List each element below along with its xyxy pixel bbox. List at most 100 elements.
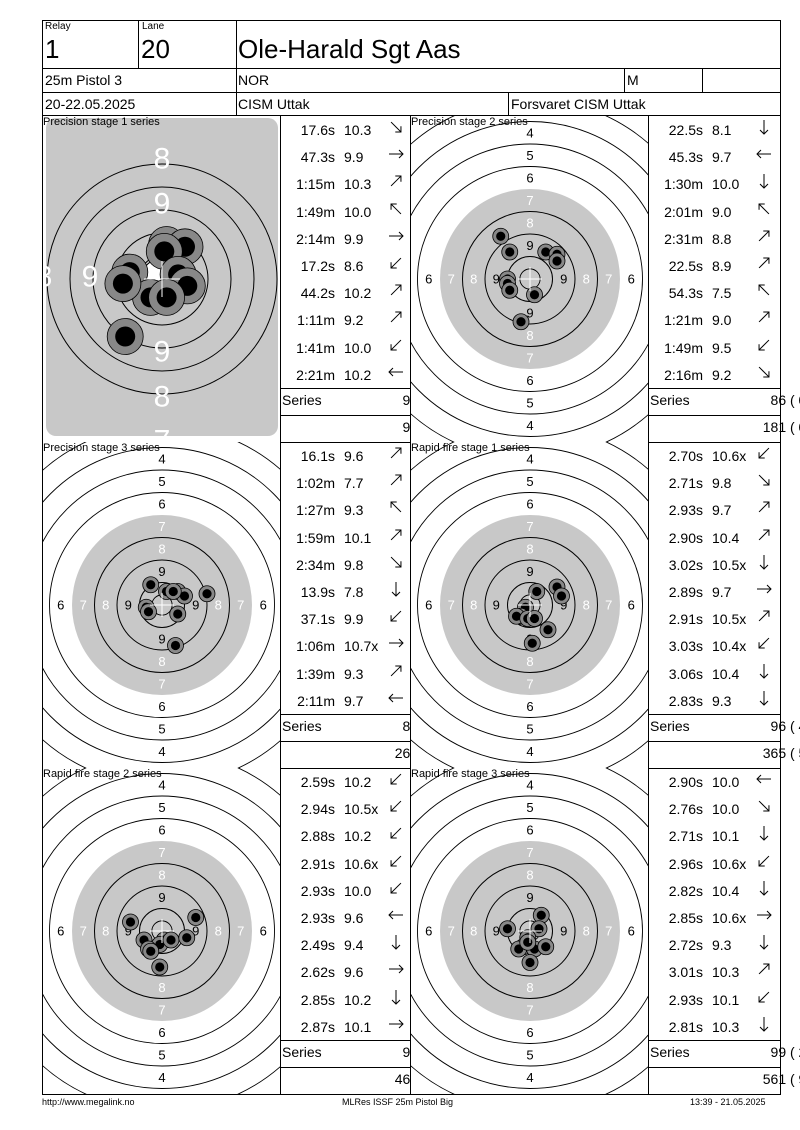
- cumulative-total: 181 ( 0x): [762, 419, 800, 435]
- ring-number: 5: [526, 1047, 533, 1062]
- lane-value: 20: [141, 34, 170, 64]
- shot-row: 2.71s 10.1: [648, 822, 800, 849]
- shot-row: 2.96s 10.6x: [648, 850, 800, 877]
- ring-number: 7: [526, 1002, 533, 1017]
- direction-arrow-icon: [388, 798, 404, 817]
- ring-number: 7: [526, 350, 533, 365]
- footer-url[interactable]: http://www.megalink.no: [42, 1097, 135, 1107]
- direction-arrow-icon: [756, 581, 772, 600]
- shot-score: 9.0: [712, 312, 732, 329]
- shot-row: 2:01m 9.0: [648, 198, 800, 225]
- nation: NOR: [238, 72, 270, 88]
- shot-center: [182, 933, 192, 943]
- shot-time: 2.70s: [668, 448, 703, 464]
- shot-time: 1:30m: [664, 176, 703, 193]
- shot-score: 10.1: [344, 1018, 372, 1035]
- shot-row: 2:14m 9.9: [280, 225, 452, 252]
- shot-center: [505, 247, 515, 257]
- shot-score: 10.3: [712, 1018, 740, 1035]
- shot-row: 2.76s 10.0: [648, 795, 800, 822]
- shot-center: [556, 591, 567, 601]
- shot-score: 10.0: [712, 774, 740, 790]
- series-label: Series: [650, 718, 690, 734]
- shot-time: 3.01s: [668, 964, 703, 981]
- shot-score: 10.0: [712, 176, 740, 193]
- shot-time: 1:15m: [296, 176, 335, 193]
- shot-score: 9.7: [344, 692, 364, 709]
- ring-number: 9: [526, 238, 533, 253]
- direction-arrow-icon: [388, 853, 404, 872]
- ring-number: 9: [493, 598, 500, 613]
- relay-value: 1: [45, 34, 60, 64]
- shot-time: 2.93s: [668, 991, 703, 1008]
- ring-number: 6: [526, 699, 533, 714]
- direction-arrow-icon: [388, 146, 404, 165]
- direction-arrow-icon: [388, 364, 404, 383]
- shot-score: 10.3: [344, 122, 372, 138]
- ring-number: 5: [158, 474, 165, 489]
- ring-number: 6: [158, 496, 165, 511]
- shot-center: [202, 589, 212, 599]
- shot-center: [173, 609, 183, 619]
- ring-number: 6: [526, 170, 533, 185]
- shot-score: 10.0: [344, 882, 372, 899]
- shot-time: 2.72s: [668, 937, 703, 954]
- direction-arrow-icon: [388, 309, 404, 328]
- direction-arrow-icon: [756, 119, 772, 138]
- ring-number: 5: [526, 721, 533, 736]
- shot-time: 1:41m: [296, 339, 335, 356]
- direction-arrow-icon: [388, 255, 404, 274]
- ring-number: 6: [628, 272, 635, 287]
- direction-arrow-icon: [388, 690, 404, 709]
- shot-center: [155, 962, 165, 972]
- ring-number: 6: [628, 598, 635, 613]
- ring-number: 6: [158, 699, 165, 714]
- ring-number: 8: [215, 924, 222, 939]
- ring-number: 8: [526, 654, 533, 669]
- lane-label: Lane: [142, 21, 165, 32]
- shot-time: 1:06m: [296, 638, 335, 655]
- ring-number: 8: [470, 924, 477, 939]
- shot-center: [143, 607, 154, 617]
- shot-center: [156, 287, 177, 308]
- direction-arrow-icon: [756, 228, 772, 247]
- direction-arrow-icon: [388, 445, 404, 464]
- direction-arrow-icon: [388, 961, 404, 980]
- shot-row: 2.59s 10.2: [280, 768, 452, 795]
- shot-center: [543, 625, 553, 635]
- shot-row: 54.3s 7.5: [648, 279, 800, 306]
- ring-number: 7: [158, 676, 165, 691]
- series-title: Rapid fire stage 2 series: [43, 768, 162, 780]
- shot-score: 9.7: [712, 149, 732, 166]
- shot-score: 7.7: [344, 475, 364, 492]
- ring-number: 8: [526, 215, 533, 230]
- ring-number: 6: [425, 272, 432, 287]
- shot-center: [146, 946, 156, 956]
- shot-score: 9.9: [344, 230, 364, 247]
- ring-number: 9: [493, 272, 500, 287]
- shot-row: 2.90s 10.0: [648, 768, 800, 795]
- direction-arrow-icon: [388, 989, 404, 1008]
- direction-arrow-icon: [756, 146, 772, 165]
- shot-time: 2.94s: [300, 801, 335, 818]
- shot-score: 7.8: [344, 584, 364, 600]
- shot-time: 2.93s: [668, 502, 703, 519]
- series-label: Series: [282, 718, 322, 734]
- direction-arrow-icon: [756, 472, 772, 491]
- ring-number: 7: [526, 519, 533, 534]
- series-title: Precision stage 3 series: [43, 442, 160, 454]
- shot-row: 2.49s 9.4: [280, 931, 452, 958]
- ring-number: 7: [158, 519, 165, 534]
- ring-number: 8: [158, 541, 165, 556]
- shot-score: 9.6: [344, 910, 364, 926]
- direction-arrow-icon: [388, 825, 404, 844]
- shot-score: 10.2: [344, 828, 372, 845]
- shot-row: 1:49m 10.0: [280, 198, 452, 225]
- series-label: Series: [282, 392, 322, 408]
- shot-row: 2.72s 9.3: [648, 931, 800, 958]
- shot-time: 1:49m: [664, 339, 703, 356]
